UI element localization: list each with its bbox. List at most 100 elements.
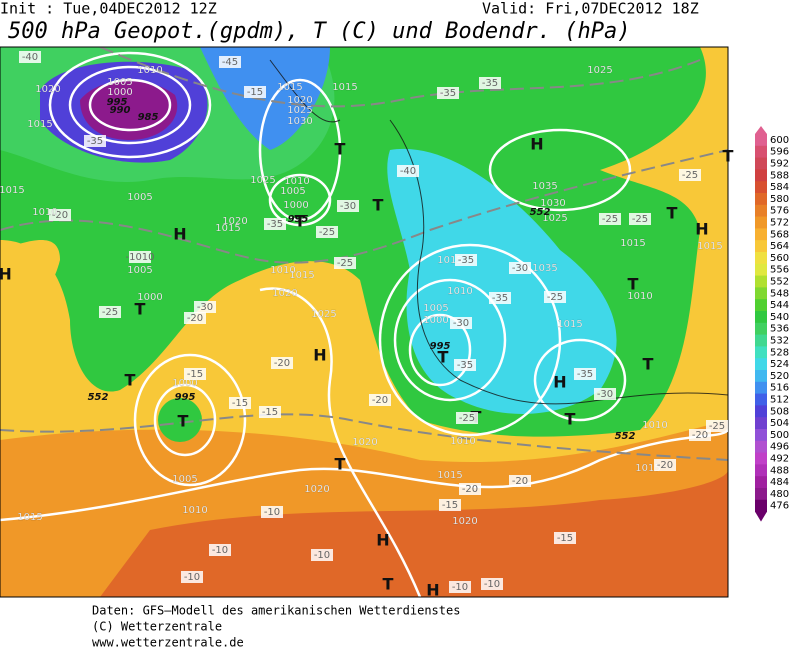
colorbar-band — [755, 440, 767, 454]
temp-label-bg — [334, 257, 356, 269]
isobar-label: 1020 — [452, 516, 477, 527]
temp-label-bg — [544, 291, 566, 303]
colorbar-band — [755, 240, 767, 253]
pressure-center: T — [335, 455, 346, 474]
temp-label-bg — [271, 357, 293, 369]
pressure-center: H — [553, 373, 566, 392]
temp-label: -15 — [442, 500, 458, 511]
isobar-label: 1000 — [107, 87, 132, 98]
pressure-center: T — [373, 196, 384, 215]
temp-label: -25 — [102, 307, 118, 318]
temp-label: -15 — [232, 398, 248, 409]
temp-label-bg — [184, 312, 206, 324]
isobar-label: 1025 — [311, 309, 336, 320]
footer-line: (C) Wetterzentrale — [92, 620, 222, 634]
colorbar-label: 496 — [770, 442, 789, 453]
colorbar-band — [755, 476, 767, 489]
temp-label: -30 — [597, 389, 613, 400]
colorbar-label: 528 — [770, 347, 789, 358]
colorbar-label: 520 — [770, 371, 789, 382]
isobar-label: 1025 — [250, 175, 275, 186]
temp-label-bg — [455, 254, 477, 266]
isobar-label: 1005 — [127, 192, 152, 203]
colorbar-band — [755, 193, 767, 206]
colorbar-label: 492 — [770, 454, 789, 465]
pressure-center: T — [295, 212, 306, 231]
colorbar-label: 480 — [770, 489, 789, 500]
colorbar-band — [755, 334, 767, 347]
isobar-label: 1015 — [17, 512, 42, 523]
temp-label-bg — [84, 135, 106, 147]
temp-label-bg — [369, 394, 391, 406]
temp-label-bg — [509, 475, 531, 487]
colorbar-label: 488 — [770, 465, 789, 476]
temp-label: -25 — [602, 214, 618, 225]
isobar-label: 1035 — [532, 263, 557, 274]
height-label: 995 — [430, 341, 451, 352]
temp-label-bg — [244, 86, 266, 98]
colorbar-label: 532 — [770, 336, 789, 347]
isobar-label: 1020 — [35, 84, 60, 95]
temp-label-bg — [479, 77, 501, 89]
temp-label: -35 — [577, 369, 593, 380]
isobar-label: 1010 — [447, 286, 472, 297]
isobar-label: 1000 — [283, 200, 308, 211]
pressure-center: T — [628, 275, 639, 294]
temp-label: -20 — [187, 313, 203, 324]
isobar-label: 1020 — [222, 216, 247, 227]
map-frame — [0, 46, 729, 598]
isobar-label: 1015 — [27, 119, 52, 130]
isobar-label: 1020 — [352, 437, 377, 448]
colorbar-band — [755, 275, 767, 288]
temp-label: -25 — [319, 227, 335, 238]
temp-label-bg — [181, 571, 203, 583]
colorbar-band — [755, 287, 767, 300]
colorbar-label: 592 — [770, 159, 789, 170]
temp-label: -15 — [557, 533, 573, 544]
temp-label: -35 — [457, 360, 473, 371]
temp-label-bg — [449, 581, 471, 593]
temp-label: -40 — [22, 52, 38, 63]
colorbar-band — [755, 169, 767, 182]
colorbar-label: 560 — [770, 253, 789, 264]
isobar-label: 1010 — [270, 265, 295, 276]
temp-label: -35 — [458, 255, 474, 266]
temp-label-bg — [454, 359, 476, 371]
temp-label-bg — [129, 251, 151, 263]
colorbar-label: 524 — [770, 359, 789, 370]
isobar-label: 1025 — [287, 105, 312, 116]
isobar-label: 1010 — [137, 65, 162, 76]
pressure-center: T — [438, 348, 449, 367]
colorbar-label: 548 — [770, 288, 789, 299]
colorbar-band — [755, 134, 767, 147]
colorbar-label: 556 — [770, 265, 789, 276]
temp-label: -15 — [187, 369, 203, 380]
isobar-label: 1015 — [289, 270, 314, 281]
colorbar-band — [755, 263, 767, 277]
temp-label: -10 — [452, 582, 468, 593]
temp-label: -30 — [197, 302, 213, 313]
isobar-label: 1030 — [540, 198, 565, 209]
colorbar-band — [755, 429, 767, 442]
colorbar-band — [755, 311, 767, 324]
colorbar-band — [755, 346, 767, 359]
pressure-center: T — [565, 410, 576, 429]
temp-label: -10 — [314, 550, 330, 561]
pressure-center: T — [643, 355, 654, 374]
isobar-label: 1015 — [277, 82, 302, 93]
temp-label-bg — [689, 429, 711, 441]
colorbar-label: 504 — [770, 418, 789, 429]
height-label: 995 — [288, 214, 309, 225]
isobar-label: 1010 — [627, 291, 652, 302]
isobar-label: 1020 — [304, 484, 329, 495]
isobar-label: 1010 — [32, 207, 57, 218]
colorbar-label: 552 — [770, 277, 789, 288]
temp-label: -10 — [212, 545, 228, 556]
temp-label: -45 — [222, 57, 238, 68]
temp-label: -30 — [512, 263, 528, 274]
temp-label-bg — [450, 317, 472, 329]
colorbar-label: 544 — [770, 300, 789, 311]
init-label: Init : Tue,04DEC2012 12Z — [0, 0, 217, 18]
temp-label: -10 — [184, 572, 200, 583]
